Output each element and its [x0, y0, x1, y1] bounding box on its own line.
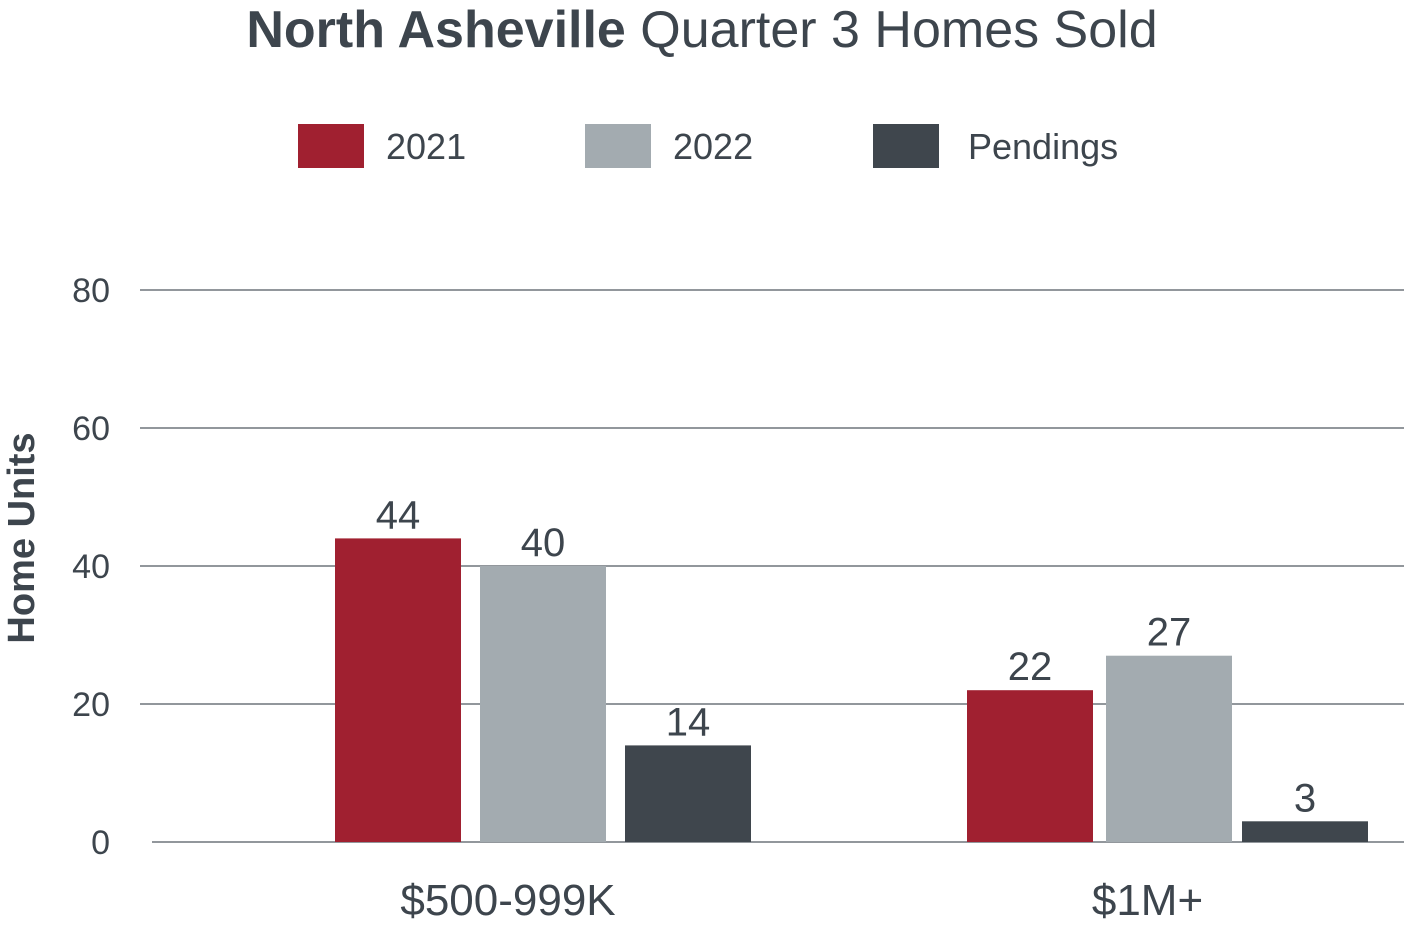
data-label: 27	[1147, 611, 1192, 655]
data-label: 22	[1008, 645, 1053, 689]
y-tick-label: 40	[72, 548, 110, 586]
bar-pendings	[1242, 821, 1368, 842]
legend-label: 2022	[673, 126, 753, 167]
chart-title-wrap: North Asheville Quarter 3 Homes Sold	[0, 0, 1404, 60]
bar-2022	[1106, 655, 1232, 842]
bar-2022	[480, 566, 606, 842]
bar-pendings	[625, 745, 751, 842]
chart-title: North Asheville Quarter 3 Homes Sold	[246, 1, 1157, 59]
legend-label: 2021	[386, 126, 466, 167]
chart-title-rest: Quarter 3 Homes Sold	[640, 1, 1158, 59]
data-label: 40	[521, 521, 566, 565]
data-label: 44	[376, 493, 421, 537]
y-tick-label: 60	[72, 410, 110, 448]
legend-swatch	[873, 124, 939, 168]
x-tick-label: $500-999K	[400, 876, 615, 925]
legend-swatch	[298, 124, 364, 168]
y-tick-label: 80	[72, 272, 110, 310]
x-tick-label: $1M+	[1092, 876, 1203, 925]
bar-2021	[335, 538, 461, 842]
legend-label: Pendings	[968, 126, 1118, 167]
y-tick-label: 0	[91, 824, 110, 862]
chart-title-bold: North Asheville	[246, 1, 626, 59]
data-label: 3	[1294, 776, 1316, 820]
y-tick-label: 20	[72, 686, 110, 724]
y-axis-label: Home Units	[1, 432, 43, 643]
bar-2021	[967, 690, 1093, 842]
legend-swatch	[585, 124, 651, 168]
data-label: 14	[666, 700, 711, 744]
